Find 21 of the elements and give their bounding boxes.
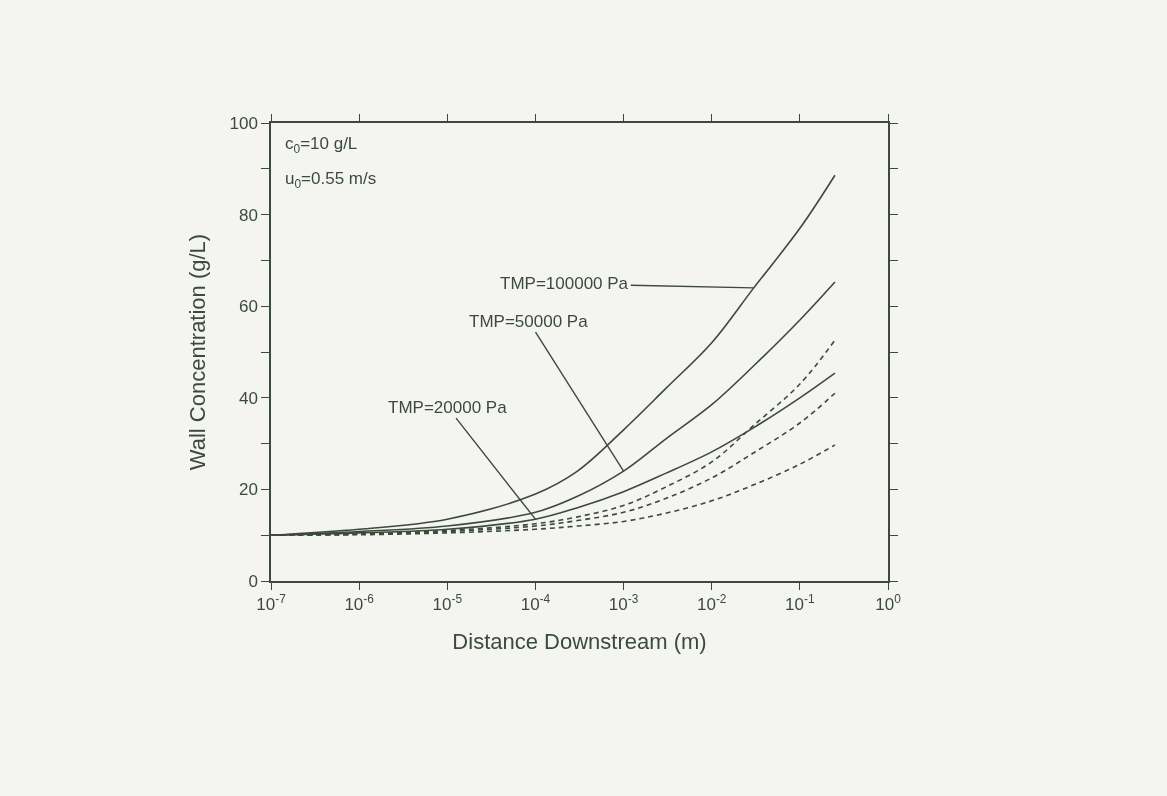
x-tick-label: 10$^{-1}$ — [785, 592, 815, 615]
annotation: c$_{0}$=10 g/L — [285, 134, 358, 156]
y-tick-label: 80 — [238, 205, 258, 225]
x-tick-label: 10$^{0}$ — [875, 592, 902, 615]
annotation: TMP=20000 Pa — [388, 398, 508, 417]
y-tick-label: 60 — [238, 297, 258, 317]
y-tick-label: 40 — [238, 388, 258, 408]
x-tick-label: 10$^{-7}$ — [256, 592, 287, 615]
y-axis-title: Wall Concentration (g/L) — [184, 233, 210, 471]
x-tick-label: 10$^{-2}$ — [696, 592, 727, 615]
y-tick-label: 100 — [229, 113, 258, 133]
annotation: u$_{0}$=0.55 m/s — [285, 169, 377, 191]
annotation: TMP=50000 Pa — [469, 312, 589, 331]
annotation: TMP=100000 Pa — [500, 274, 629, 293]
y-tick-label: 0 — [248, 571, 258, 591]
x-tick-label: 10$^{-3}$ — [608, 592, 639, 615]
x-axis-title: Distance Downstream (m) — [452, 628, 707, 654]
x-tick-label: 10$^{-5}$ — [432, 592, 463, 615]
x-tick-label: 10$^{-6}$ — [344, 592, 375, 615]
x-tick-label: 10$^{-4}$ — [520, 592, 551, 615]
y-tick-label: 20 — [238, 480, 258, 500]
